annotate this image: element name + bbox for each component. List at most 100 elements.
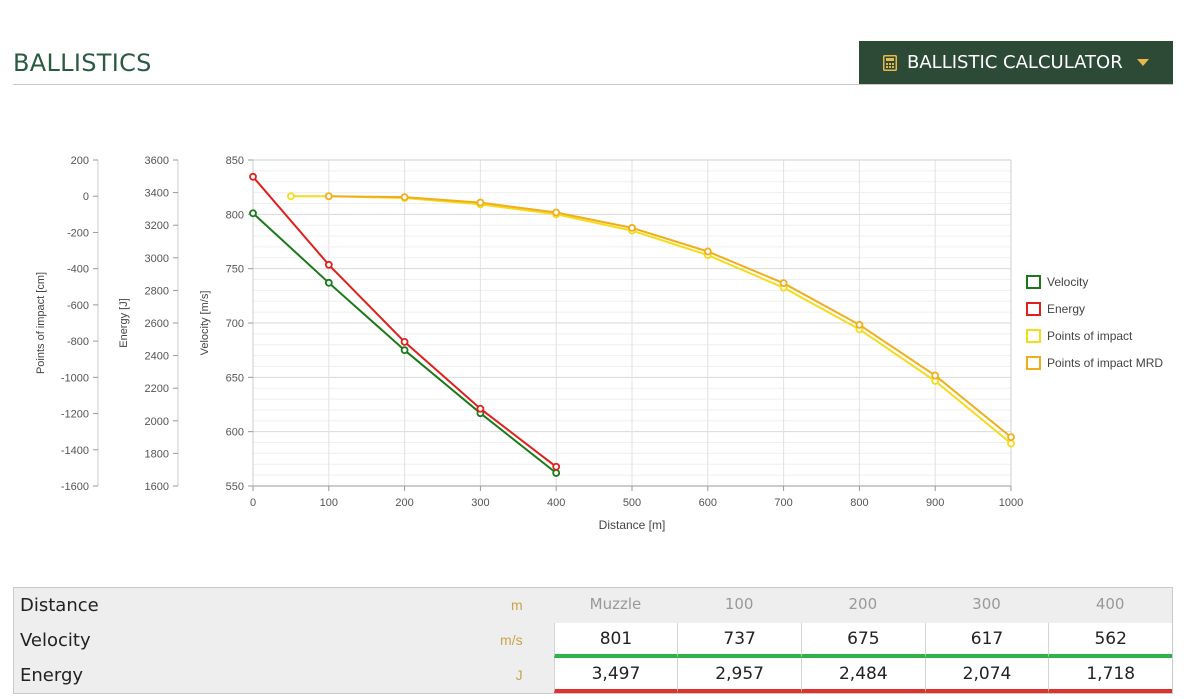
x-tick-label: 300 <box>471 497 489 509</box>
table-cell: 3,497 <box>553 658 678 693</box>
velocity-tick-label: 700 <box>226 318 244 330</box>
data-point <box>552 469 561 477</box>
chevron-down-icon <box>1136 59 1149 66</box>
data-point <box>476 198 485 207</box>
legend-label: Energy <box>1047 302 1085 316</box>
legend-swatch <box>1026 302 1041 316</box>
row-label: Velocity <box>20 630 91 651</box>
legend-swatch <box>1026 275 1041 289</box>
poi-tick-label: -200 <box>67 227 89 239</box>
table-cell: 200 <box>800 588 925 623</box>
legend-label: Points of impact <box>1047 329 1133 343</box>
energy-tick-label: 2600 <box>145 318 169 330</box>
energy-tick-label: 1800 <box>145 448 169 460</box>
data-point <box>249 172 257 181</box>
table-cell: 737 <box>677 623 801 658</box>
row-unit: m <box>510 597 523 613</box>
x-tick-label: 0 <box>250 497 256 509</box>
calculator-icon <box>883 54 897 71</box>
poi-tick-label: -1200 <box>61 409 89 421</box>
data-point <box>400 338 409 346</box>
poi-tick-label: 0 <box>83 191 89 203</box>
energy-tick-label: 1600 <box>145 481 169 493</box>
energy-tick-label: 3200 <box>145 220 169 232</box>
legend-label: Points of impact MRD <box>1047 356 1163 370</box>
velocity-tick-label: 750 <box>226 264 244 276</box>
data-point <box>855 320 864 329</box>
x-axis-label: Distance [m] <box>599 518 666 532</box>
poi-tick-label: -400 <box>67 264 89 276</box>
x-tick-label: 200 <box>395 497 413 509</box>
legend-swatch <box>1026 329 1041 343</box>
velocity-tick-label: 550 <box>226 481 244 493</box>
table-cell: 801 <box>553 623 678 658</box>
x-tick-label: 700 <box>774 497 792 509</box>
poi-tick-label: 200 <box>71 155 89 167</box>
data-point <box>324 260 333 269</box>
energy-tick-label: 2800 <box>145 285 169 297</box>
table-cell: 675 <box>800 623 925 658</box>
data-point <box>779 279 788 288</box>
x-tick-label: 900 <box>926 497 944 509</box>
data-point <box>552 462 561 471</box>
page-title: BALLISTICS <box>13 49 152 77</box>
table-row-distance: Distance m Muzzle 100 200 300 400 <box>14 588 1172 623</box>
data-point <box>249 209 257 218</box>
x-tick-label: 500 <box>623 497 641 509</box>
table-cell: 300 <box>924 588 1049 623</box>
data-point <box>552 208 561 217</box>
data-point <box>703 247 712 256</box>
poi-axis-label: Points of impact [cm] <box>35 272 47 374</box>
data-point <box>324 278 333 287</box>
table-row-velocity: Velocity m/s 801 737 675 617 562 <box>14 623 1173 658</box>
table-cell: 1,718 <box>1048 658 1173 693</box>
energy-tick-label: 2200 <box>145 383 169 395</box>
ballistics-chart: 0 100 200 300 400 500 600 700 800 900 1000 Distance… <box>35 155 1163 532</box>
data-point <box>476 404 485 413</box>
ballistic-calculator-button[interactable]: BALLISTIC CALCULATOR <box>859 41 1173 84</box>
table-cell: 2,957 <box>677 658 801 693</box>
energy-tick-label: 2400 <box>145 351 169 363</box>
legend-swatch <box>1026 356 1041 370</box>
velocity-tick-label: 650 <box>226 372 244 384</box>
table-cell: 100 <box>677 588 801 623</box>
data-point <box>1007 439 1015 448</box>
x-tick-label: 400 <box>547 497 565 509</box>
row-unit: J <box>515 667 523 683</box>
velocity-tick-label: 600 <box>226 427 244 439</box>
poi-tick-label: -800 <box>67 336 89 348</box>
table-cell: 617 <box>924 623 1049 658</box>
row-unit: m/s <box>500 632 523 648</box>
poi-tick-label: -600 <box>67 300 89 312</box>
energy-tick-label: 3000 <box>145 253 169 265</box>
velocity-axis-label: Velocity [m/s] <box>199 291 211 356</box>
x-tick-label: 800 <box>850 497 868 509</box>
table-cell: 2,484 <box>800 658 925 693</box>
energy-tick-label: 3400 <box>145 188 169 200</box>
data-point <box>324 192 333 201</box>
row-label: Energy <box>20 665 84 686</box>
data-point <box>400 193 409 202</box>
page-header: BALLISTICS BALLISTIC CALCULATOR <box>13 41 1173 85</box>
energy-tick-label: 3600 <box>145 155 169 167</box>
velocity-tick-label: 800 <box>226 209 244 221</box>
energy-axis-label: Energy [J] <box>118 298 130 348</box>
data-point <box>1007 433 1015 442</box>
table-cell: 400 <box>1048 588 1172 623</box>
x-tick-label: 600 <box>699 497 717 509</box>
table-row-energy: Energy J 3,497 2,957 2,484 2,074 1,718 <box>14 658 1173 693</box>
poi-tick-label: -1600 <box>61 481 89 493</box>
legend-label: Velocity <box>1047 275 1088 289</box>
table-cell: Muzzle <box>553 588 678 623</box>
calc-button-label: BALLISTIC CALCULATOR <box>907 52 1123 73</box>
series-line-4 <box>328 195 1012 438</box>
x-tick-label: 100 <box>320 497 338 509</box>
energy-tick-label: 2000 <box>145 416 169 428</box>
table-cell: 562 <box>1048 623 1173 658</box>
data-point <box>628 224 636 232</box>
poi-tick-label: -1400 <box>61 445 89 457</box>
data-point <box>286 192 295 201</box>
data-point <box>400 346 409 355</box>
data-point <box>931 371 940 380</box>
velocity-tick-label: 850 <box>226 155 244 167</box>
